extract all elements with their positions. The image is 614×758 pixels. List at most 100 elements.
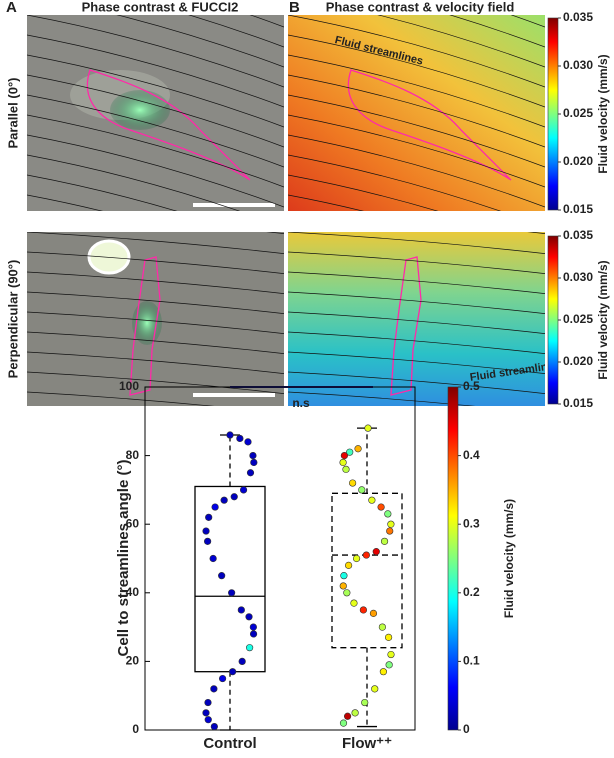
colorbar-tick-label: 0.035 (563, 228, 593, 242)
data-point (220, 496, 228, 504)
data-point (384, 633, 393, 641)
streamline (288, 34, 545, 108)
data-point (202, 527, 210, 535)
plot-frame (144, 386, 416, 731)
streamline (288, 114, 545, 188)
panel-label: A (6, 0, 17, 16)
data-point (371, 685, 379, 693)
streamline (288, 154, 502, 211)
colorbar-tick-label: 0.035 (563, 10, 593, 24)
data-point (210, 722, 218, 731)
colorbar-tick-label: 0.025 (563, 106, 593, 120)
data-point (387, 650, 395, 659)
streamline (27, 134, 284, 208)
colorbar-label: Fluid velocity (mm/s) (596, 260, 610, 379)
data-point (340, 452, 348, 460)
streamline (27, 351, 284, 374)
data-point (379, 668, 387, 676)
data-point (386, 527, 394, 535)
y-axis-label: Cell to streamlines angle (°) (115, 460, 132, 657)
streamline (288, 432, 545, 454)
data-point (362, 551, 370, 559)
streamline (27, 391, 215, 406)
streamline (27, 412, 284, 434)
colorbar (547, 17, 559, 211)
streamline (266, 232, 284, 234)
streamline (288, 94, 545, 168)
streamline (27, 15, 284, 88)
streamline (288, 412, 545, 434)
streamline (249, 15, 284, 28)
row-title: Perpendicular (90°) (5, 260, 20, 379)
streamline (27, 251, 284, 274)
colorbar-tick-label: 0.020 (563, 354, 593, 368)
data-point (340, 572, 348, 580)
data-point (384, 510, 392, 518)
data-point (218, 572, 226, 580)
streamline (27, 311, 284, 334)
data-point (377, 503, 385, 511)
data-point (345, 561, 353, 569)
data-point (209, 554, 217, 563)
data-point (351, 709, 359, 717)
data-point (387, 520, 395, 528)
image-a1 (27, 15, 284, 211)
streamline (27, 271, 284, 294)
streamline (449, 15, 545, 48)
colorbar-tick-label: 0.025 (563, 312, 593, 326)
colorbar-tick-label: 0.015 (563, 396, 593, 410)
data-point (236, 434, 244, 443)
streamline (377, 15, 545, 68)
data-point (229, 668, 237, 676)
streamline (288, 134, 545, 208)
data-point (230, 493, 238, 501)
streamline (288, 251, 545, 274)
data-point (249, 452, 257, 460)
data-point (204, 537, 212, 545)
data-point (343, 712, 352, 720)
data-point (237, 606, 245, 614)
data-point (346, 448, 354, 456)
data-point (380, 537, 389, 545)
data-point (211, 503, 219, 511)
data-point (352, 554, 361, 563)
column-title: Phase contrast & velocity field (326, 0, 515, 14)
data-point (210, 685, 218, 693)
y-tick-label: 0 (132, 722, 139, 736)
x-tick-label: Control (203, 735, 256, 752)
data-point (372, 548, 380, 556)
streamline (510, 15, 545, 28)
data-point (378, 623, 386, 631)
colorbar (547, 235, 559, 405)
data-point (249, 630, 258, 638)
image-b2: Fluid streamlines (288, 232, 545, 474)
colorbar-tick-label: 0.1 (463, 654, 480, 668)
colorbar (447, 386, 459, 731)
data-point (238, 657, 246, 666)
data-point (246, 469, 255, 477)
data-point (361, 698, 369, 707)
data-point (349, 479, 357, 487)
data-point (245, 613, 253, 621)
image-b1: Fluid streamlines (288, 15, 545, 211)
streamline (288, 452, 545, 474)
data-point (226, 431, 234, 439)
data-point (369, 609, 378, 617)
box (331, 492, 403, 649)
data-point (204, 698, 212, 707)
streamline (27, 94, 284, 168)
data-point (218, 674, 227, 683)
colorbar-tick-label: 0 (463, 722, 470, 736)
streamline (27, 331, 284, 354)
data-point (385, 661, 393, 669)
data-point (350, 599, 358, 607)
streamline (288, 391, 476, 406)
colorbar-tick-label: 0.020 (563, 154, 593, 168)
colorbar-tick-label: 0.3 (463, 516, 480, 530)
streamline (288, 271, 545, 294)
streamline (288, 331, 545, 354)
colorbar-tick-label: 0.030 (563, 58, 593, 72)
streamline (27, 174, 178, 211)
row-title: Parallel (0°) (5, 78, 20, 149)
